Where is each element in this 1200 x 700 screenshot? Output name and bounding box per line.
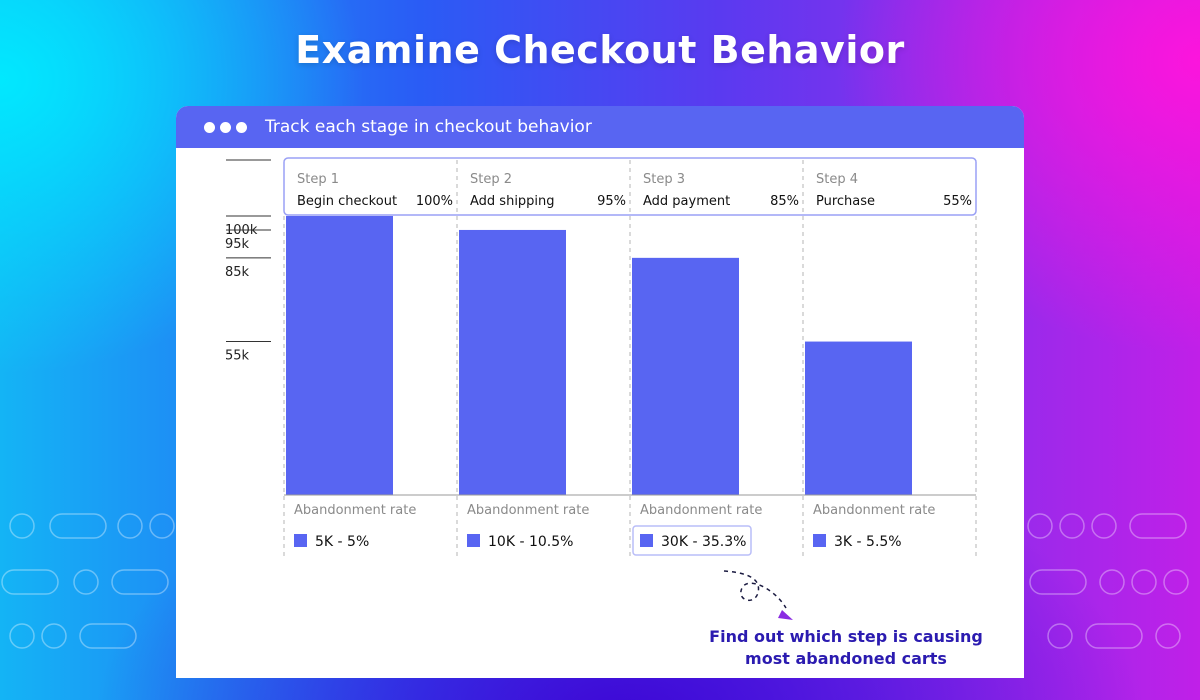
window-dot-icon xyxy=(204,121,215,133)
stage-percent-label: 95% xyxy=(597,194,626,209)
bar-step-2 xyxy=(459,229,566,495)
abandonment-value: 3K - 5.5% xyxy=(834,534,902,550)
stage-label: Purchase xyxy=(816,194,875,209)
stage-label: Add shipping xyxy=(470,194,555,209)
stage-label: Begin checkout xyxy=(297,194,397,209)
y-tick-label: 95k xyxy=(225,237,250,252)
legend-swatch xyxy=(813,534,826,547)
step-label: Step 4 xyxy=(816,172,858,187)
annotation-line-1: Find out which step is causing xyxy=(709,627,983,646)
annotation-arrow xyxy=(723,570,787,609)
y-tick-label: 85k xyxy=(225,265,250,280)
legend-swatch xyxy=(640,534,653,547)
window-dot-icon xyxy=(220,121,231,133)
abandonment-rate-label: Abandonment rate xyxy=(813,503,935,518)
annotation-text: Find out which step is causing most aban… xyxy=(696,626,996,670)
highlight-box xyxy=(632,525,752,556)
legend-swatch xyxy=(294,534,307,547)
arrow-head-icon xyxy=(778,610,793,620)
annotation-line-2: most abandoned carts xyxy=(745,649,947,668)
window-dot-icon xyxy=(236,121,247,133)
y-tick-label: 55k xyxy=(225,349,250,364)
step-label: Step 1 xyxy=(297,172,339,187)
page-headline: Examine Checkout Behavior xyxy=(295,28,905,72)
checkout-panel: Track each stage in checkout behavior 10… xyxy=(176,106,1024,678)
abandonment-value: 30K - 35.3% xyxy=(661,534,746,550)
bar-step-4 xyxy=(805,341,912,495)
stage-percent-label: 55% xyxy=(943,194,972,209)
abandonment-rate-label: Abandonment rate xyxy=(467,503,589,518)
y-tick-label: 100k xyxy=(225,223,258,238)
step-label: Step 3 xyxy=(643,172,685,187)
stage-label: Add payment xyxy=(643,194,730,209)
legend-swatch xyxy=(467,534,480,547)
abandonment-value: 10K - 10.5% xyxy=(488,534,573,550)
step-label: Step 2 xyxy=(470,172,512,187)
decorative-pattern-left xyxy=(1,513,175,649)
abandonment-rate-label: Abandonment rate xyxy=(640,503,762,518)
window-dots xyxy=(204,121,247,133)
panel-title: Track each stage in checkout behavior xyxy=(265,117,592,137)
abandonment-value: 5K - 5% xyxy=(315,534,369,550)
bar-step-1 xyxy=(286,216,393,495)
decorative-pattern-right xyxy=(1027,513,1189,649)
stage-percent-label: 100% xyxy=(416,194,453,209)
abandonment-rate-label: Abandonment rate xyxy=(294,503,416,518)
stage-percent-label: 85% xyxy=(770,194,799,209)
panel-header: Track each stage in checkout behavior xyxy=(176,106,1024,148)
bar-step-3 xyxy=(632,257,739,495)
